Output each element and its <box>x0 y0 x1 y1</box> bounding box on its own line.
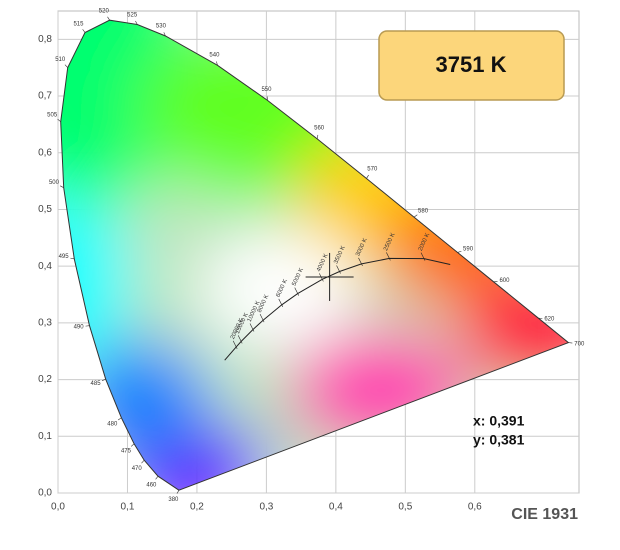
wavelength-label: 515 <box>73 21 84 27</box>
cct-box <box>378 30 565 101</box>
wavelength-label: 490 <box>74 324 85 330</box>
wavelength-label: 620 <box>544 316 555 322</box>
wavelength-tick <box>57 118 61 122</box>
wavelength-tick <box>107 16 110 21</box>
y-tick-label: 0,7 <box>38 91 52 102</box>
wavelength-tick <box>457 250 462 253</box>
wavelength-label: 590 <box>463 247 474 253</box>
x-tick-label: 0,0 <box>51 502 65 513</box>
y-tick-label: 0,8 <box>38 34 52 45</box>
wavelength-tick <box>101 378 106 381</box>
wavelength-label: 460 <box>146 482 157 488</box>
cct-tick <box>237 335 243 344</box>
cct-tick <box>420 252 426 261</box>
wavelength-label: 540 <box>209 52 220 58</box>
x-tick-label: 0,1 <box>121 502 135 513</box>
chart-title: CIE 1931 <box>511 506 578 523</box>
cct-tick <box>336 265 341 274</box>
wavelength-label: 380 <box>168 497 179 503</box>
wavelength-tick <box>117 417 122 421</box>
x-tick-label: 0,4 <box>329 502 343 513</box>
wavelength-label: 580 <box>418 208 429 214</box>
cct-tick <box>249 323 255 332</box>
wavelength-tick <box>216 61 218 66</box>
cct-tick <box>386 252 391 261</box>
cct-tick <box>294 287 299 296</box>
x-coordinate: x: 0,391 <box>473 413 525 429</box>
y-tick-label: 0,2 <box>38 374 52 385</box>
wavelength-tick <box>316 134 319 139</box>
cct-tick <box>232 340 238 350</box>
wavelength-label: 500 <box>49 180 60 186</box>
wavelength-tick <box>64 64 68 68</box>
wavelength-tick <box>568 342 573 344</box>
wavelength-tick <box>141 460 145 464</box>
wavelength-label: 510 <box>55 57 66 63</box>
y-tick-label: 0,0 <box>38 488 52 499</box>
y-tick-label: 0,5 <box>38 204 52 215</box>
x-tick-label: 0,5 <box>398 502 412 513</box>
wavelength-tick <box>135 20 138 25</box>
wavelength-tick <box>155 475 159 480</box>
cct-tick <box>358 257 363 266</box>
wavelength-label: 495 <box>59 254 70 260</box>
cct-tick <box>278 298 284 307</box>
cct-value: 3751 K <box>436 52 507 77</box>
wavelength-tick <box>413 214 418 218</box>
wavelength-label: 470 <box>132 466 143 472</box>
wavelength-label: 475 <box>121 449 132 455</box>
wavelength-label: 570 <box>367 167 378 173</box>
y-tick-label: 0,1 <box>38 431 52 442</box>
wavelength-label: 600 <box>499 278 510 284</box>
wavelength-tick <box>176 490 180 494</box>
wavelength-label: 530 <box>156 24 167 30</box>
wavelength-label: 700 <box>574 342 585 348</box>
cct-tick <box>259 314 265 323</box>
y-coordinate: y: 0,381 <box>473 432 525 448</box>
y-tick-label: 0,3 <box>38 318 52 329</box>
wavelength-label: 485 <box>91 381 102 387</box>
wavelength-label: 550 <box>261 87 272 93</box>
wavelength-label: 520 <box>99 8 110 14</box>
wavelength-tick <box>82 29 86 33</box>
x-tick-label: 0,2 <box>190 502 204 513</box>
wavelength-tick <box>70 257 75 260</box>
wavelength-tick <box>60 185 64 188</box>
wavelength-label: 560 <box>314 126 325 132</box>
wavelength-label: 525 <box>127 12 138 18</box>
x-tick-label: 0,6 <box>468 502 482 513</box>
wavelength-label: 505 <box>47 112 58 118</box>
wavelength-tick <box>163 32 166 37</box>
y-tick-label: 0,4 <box>38 261 52 272</box>
y-tick-label: 0,6 <box>38 147 52 158</box>
wavelength-label: 480 <box>107 421 118 427</box>
x-tick-label: 0,3 <box>259 502 273 513</box>
wavelength-tick <box>366 174 369 179</box>
wavelength-tick <box>130 443 135 447</box>
